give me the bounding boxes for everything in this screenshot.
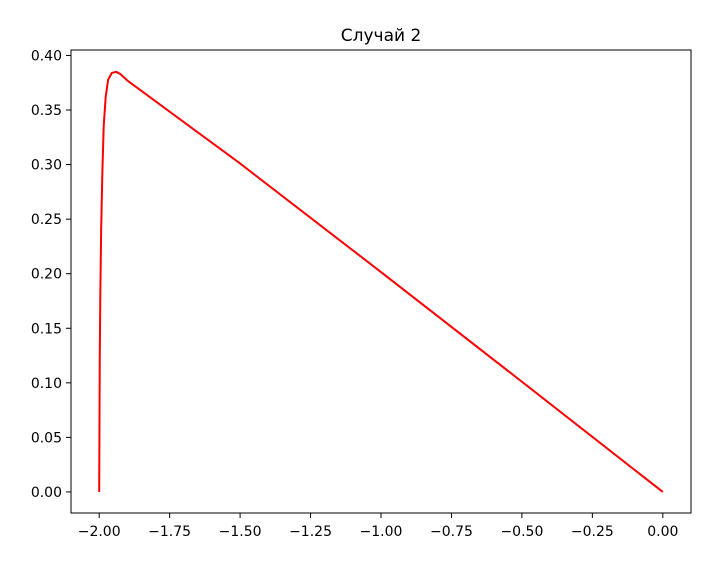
series-line-0	[98, 70, 664, 493]
x-tick-label: 0.00	[647, 524, 678, 540]
x-tick-label: −0.25	[571, 524, 614, 540]
y-tick-label: 0.25	[31, 212, 62, 228]
y-tick-label: 0.10	[31, 376, 62, 392]
chart-title: Случай 2	[341, 26, 422, 46]
y-tick-label: 0.35	[31, 103, 62, 119]
series-layer	[98, 70, 664, 493]
x-tick-label: −1.00	[360, 524, 403, 540]
y-tick-label: 0.00	[31, 485, 62, 501]
y-tick-label: 0.15	[31, 321, 62, 337]
x-tick-label: −1.75	[148, 524, 191, 540]
x-tick-label: −1.25	[289, 524, 332, 540]
y-axis: 0.00 0.05 0.10 0.15 0.20 0.25 0.30 0.35 0.40	[31, 48, 71, 501]
x-axis: −2.00 −1.75 −1.50 −1.25 −1.00 −0.75 −0.50 −0.25…	[78, 513, 678, 540]
y-tick-label: 0.05	[31, 430, 62, 446]
x-tick-label: −0.75	[430, 524, 473, 540]
x-tick-label: −1.50	[219, 524, 262, 540]
x-tick-label: −2.00	[78, 524, 121, 540]
y-tick-label: 0.40	[31, 48, 62, 64]
y-tick-label: 0.20	[31, 267, 62, 283]
y-tick-label: 0.30	[31, 158, 62, 174]
x-tick-label: −0.50	[500, 524, 543, 540]
